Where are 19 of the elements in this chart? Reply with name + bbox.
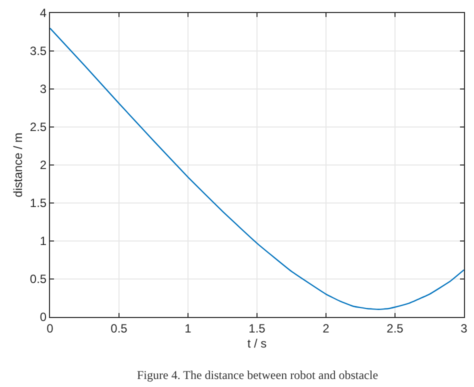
x-tick-label: 2 bbox=[322, 321, 330, 336]
x-tick-label: 3 bbox=[460, 321, 468, 336]
caption: Figure 4. The distance between robot and obstacle bbox=[137, 368, 378, 382]
y-tick-label: 3.5 bbox=[30, 44, 47, 58]
y-tick-label: 1 bbox=[40, 234, 47, 248]
x-tick-label: 0.5 bbox=[110, 321, 128, 336]
y-tick-label: 3 bbox=[40, 82, 47, 96]
y-tick-label: 4 bbox=[40, 6, 47, 20]
line-series bbox=[50, 28, 464, 310]
x-tick-label: 1.5 bbox=[248, 321, 266, 336]
y-tick-label: 1.5 bbox=[30, 196, 47, 210]
x-tick-label: 2.5 bbox=[386, 321, 404, 336]
x-tick-label: 1 bbox=[184, 321, 192, 336]
y-tick-label: 0 bbox=[40, 310, 47, 324]
y-tick-label: 2 bbox=[40, 158, 47, 172]
y-axis-title: distance / m bbox=[11, 132, 26, 198]
y-tick-label: 0.5 bbox=[30, 272, 47, 286]
y-tick-label: 2.5 bbox=[30, 120, 47, 134]
x-axis-title: t / s bbox=[247, 336, 267, 350]
